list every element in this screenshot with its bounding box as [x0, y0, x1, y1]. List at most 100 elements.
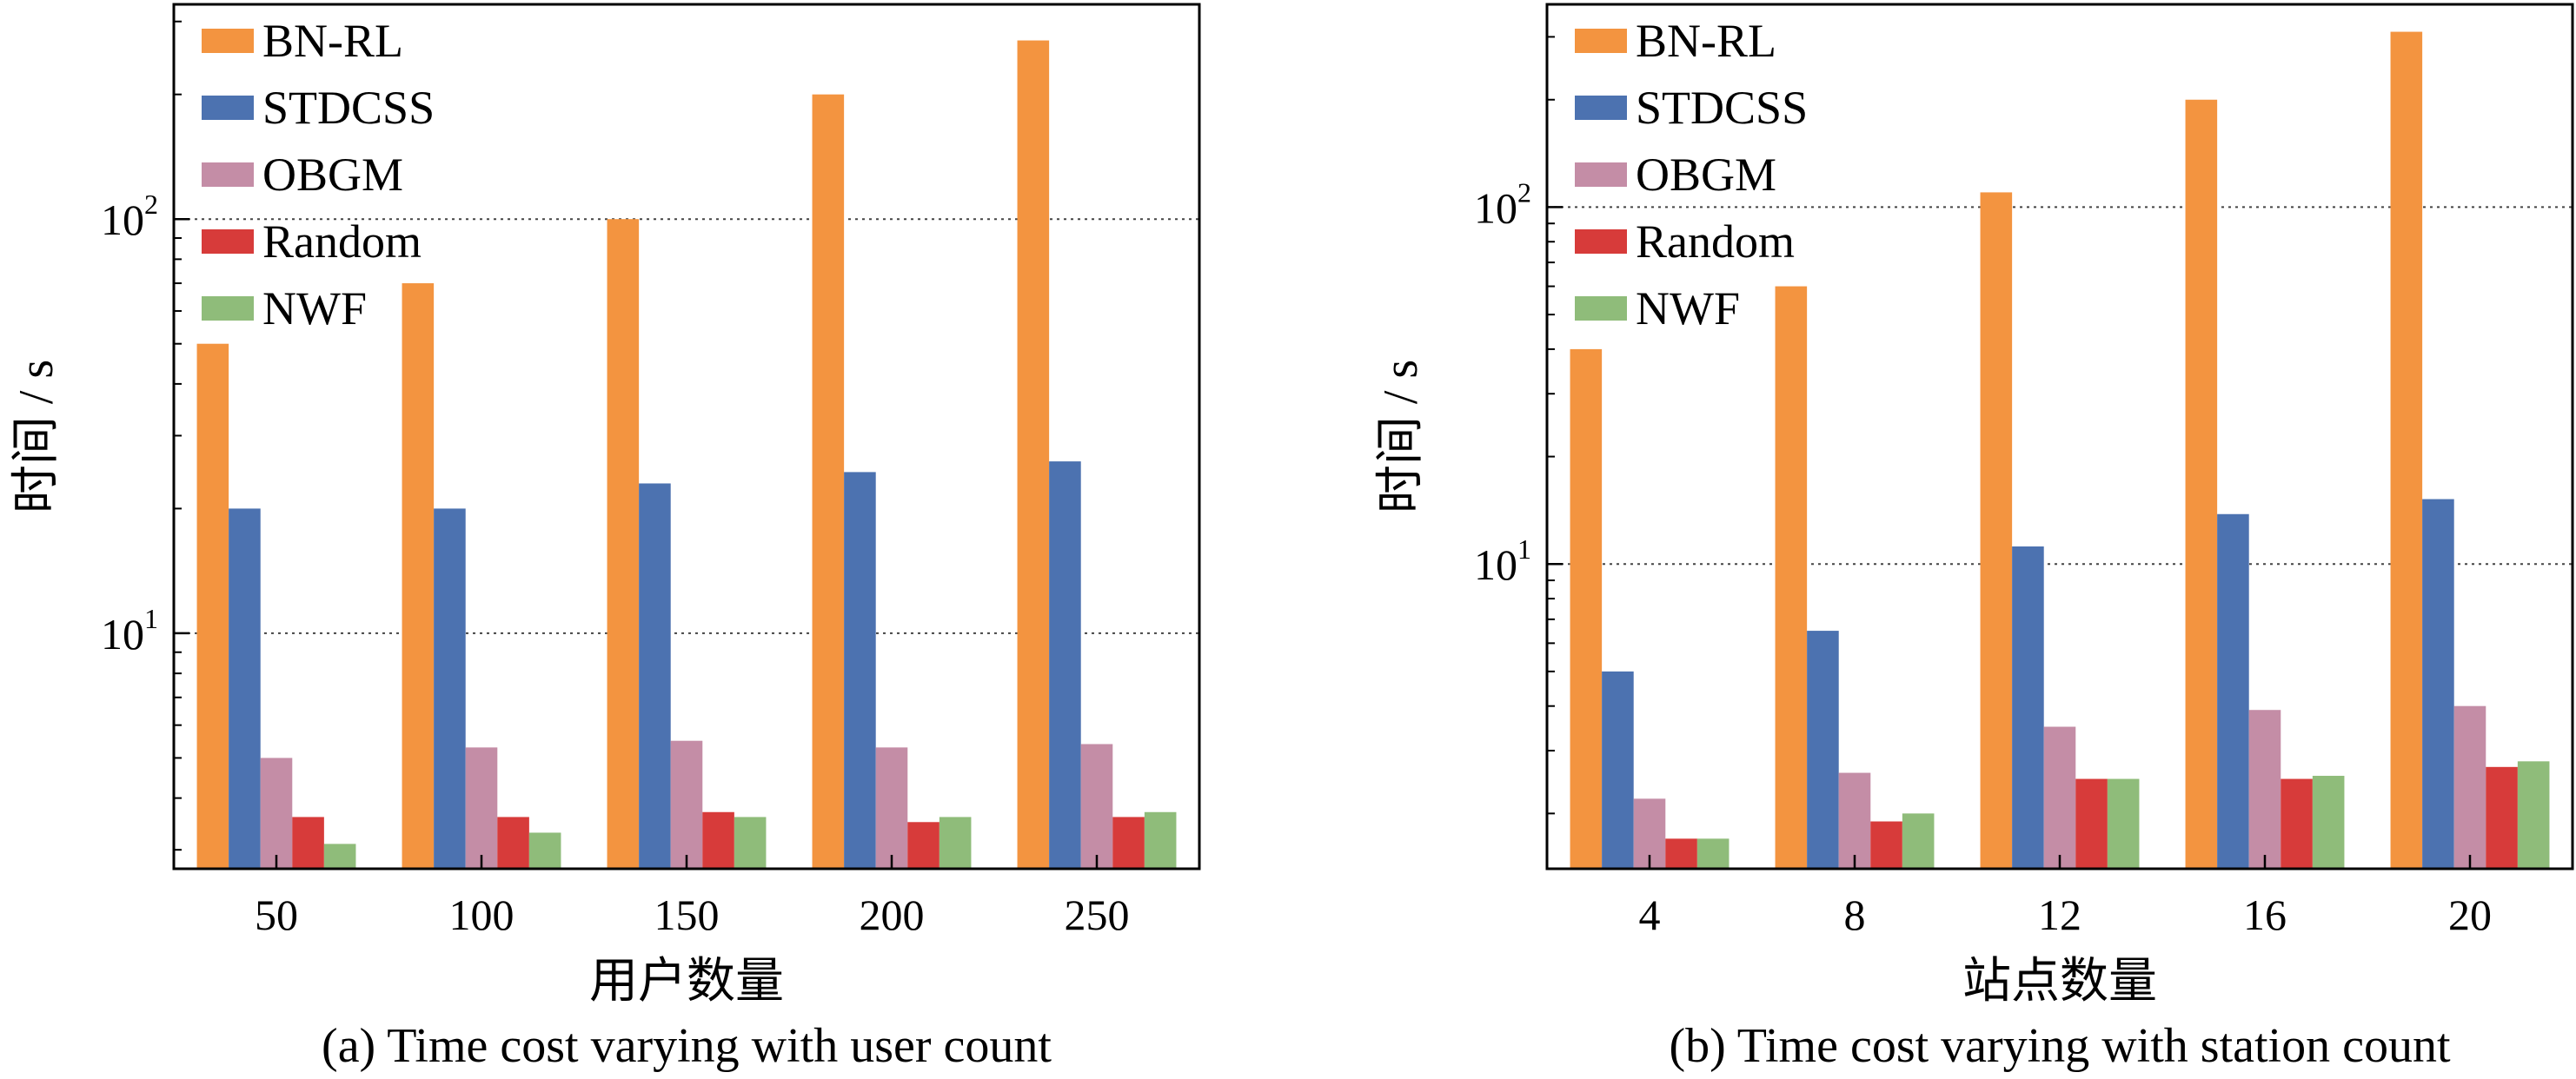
- y-tick-exponent: 1: [144, 603, 158, 634]
- bar-bn-rl-4: [1570, 348, 1603, 869]
- x-tick-label: 200: [860, 890, 925, 939]
- legend-swatch-nwf: [202, 296, 254, 321]
- bar-stdcss-20: [2422, 499, 2454, 869]
- bar-random-250: [1112, 817, 1145, 869]
- bar-random-8: [1870, 821, 1902, 869]
- bar-nwf-150: [734, 817, 767, 869]
- y-tick-base: 10: [101, 610, 144, 659]
- y-tick-base: 10: [1474, 183, 1517, 232]
- x-tick-label: 50: [255, 890, 298, 939]
- legend-label-obgm: OBGM: [262, 149, 403, 201]
- x-tick-label: 150: [654, 890, 720, 939]
- x-tick-label: 8: [1844, 890, 1866, 939]
- bar-nwf-250: [1144, 811, 1177, 869]
- chart-caption: (b) Time cost varying with station count: [1669, 1019, 2451, 1073]
- bar-stdcss-4: [1602, 671, 1634, 869]
- x-tick-label: 250: [1065, 890, 1130, 939]
- y-tick-exponent: 1: [1517, 533, 1531, 565]
- bar-bn-rl-250: [1017, 40, 1050, 869]
- bar-obgm-200: [875, 747, 908, 869]
- bar-obgm-16: [2248, 710, 2281, 869]
- x-axis-label: 用户数量: [589, 955, 784, 1009]
- bar-obgm-12: [2043, 726, 2076, 869]
- y-axis-label: 时间 / s: [10, 360, 63, 513]
- y-tick-label: 102: [101, 189, 158, 244]
- bar-bn-rl-16: [2185, 99, 2218, 869]
- bar-random-150: [702, 811, 734, 869]
- legend-label-stdcss: STDCSS: [262, 82, 435, 134]
- bar-stdcss-8: [1807, 631, 1839, 869]
- bar-bn-rl-50: [196, 343, 229, 870]
- bar-obgm-20: [2453, 705, 2486, 869]
- bar-random-4: [1665, 838, 1697, 869]
- y-tick-label: 102: [1474, 176, 1531, 232]
- bar-random-200: [907, 822, 939, 869]
- bar-stdcss-150: [639, 483, 671, 869]
- legend-label-nwf: NWF: [1636, 282, 1740, 334]
- bar-bn-rl-200: [812, 94, 845, 870]
- bar-obgm-100: [465, 747, 498, 869]
- x-tick-label: 20: [2448, 890, 2492, 939]
- bar-obgm-8: [1838, 772, 1871, 869]
- bar-bn-rl-20: [2390, 31, 2423, 869]
- x-tick-label: 16: [2243, 890, 2287, 939]
- legend-swatch-bn-rl: [202, 29, 254, 53]
- bar-stdcss-200: [844, 472, 876, 869]
- bar-random-12: [2075, 778, 2108, 869]
- bar-bn-rl-150: [607, 219, 640, 869]
- chart-caption: (a) Time cost varying with user count: [322, 1019, 1052, 1073]
- bar-nwf-8: [1902, 813, 1935, 869]
- bar-nwf-12: [2107, 778, 2140, 869]
- bar-random-100: [497, 817, 529, 869]
- legend-swatch-obgm: [1575, 162, 1627, 187]
- legend-label-random: Random: [1636, 215, 1795, 268]
- x-axis-label: 站点数量: [1962, 955, 2157, 1009]
- bar-random-16: [2281, 778, 2313, 869]
- bar-bn-rl-12: [1980, 192, 2013, 870]
- x-tick-label: 100: [449, 890, 515, 939]
- legend-label-bn-rl: BN-RL: [1636, 15, 1776, 67]
- y-tick-exponent: 2: [1517, 176, 1531, 208]
- legend-swatch-random: [1575, 229, 1627, 254]
- legend-swatch-stdcss: [202, 96, 254, 120]
- y-tick-label: 101: [1474, 533, 1531, 589]
- bar-nwf-200: [939, 817, 972, 869]
- x-tick-label: 4: [1639, 890, 1661, 939]
- bar-nwf-100: [528, 832, 561, 869]
- legend: BN-RL STDCSS OBGM Random NWF: [1575, 15, 1808, 334]
- bar-nwf-4: [1696, 838, 1730, 869]
- bar-stdcss-100: [434, 508, 466, 869]
- bar-stdcss-50: [229, 508, 261, 869]
- legend-swatch-bn-rl: [1575, 29, 1627, 53]
- legend-swatch-stdcss: [1575, 96, 1627, 120]
- y-tick-base: 10: [101, 195, 144, 244]
- legend-swatch-nwf: [1575, 296, 1627, 321]
- legend-label-random: Random: [262, 215, 422, 268]
- bar-obgm-150: [670, 740, 703, 869]
- y-tick-base: 10: [1474, 540, 1517, 589]
- bar-nwf-16: [2312, 776, 2345, 869]
- y-tick-label: 101: [101, 603, 158, 659]
- bar-stdcss-16: [2217, 513, 2249, 869]
- legend-swatch-obgm: [202, 162, 254, 187]
- legend-label-nwf: NWF: [262, 282, 367, 334]
- bar-nwf-20: [2517, 761, 2550, 869]
- bar-stdcss-250: [1049, 461, 1081, 869]
- y-axis-label: 时间 / s: [1374, 360, 1428, 513]
- bar-bn-rl-100: [402, 283, 435, 869]
- bar-bn-rl-8: [1775, 286, 1808, 869]
- bar-stdcss-12: [2012, 546, 2044, 869]
- y-tick-exponent: 2: [144, 189, 158, 220]
- bar-obgm-50: [260, 758, 293, 869]
- legend-swatch-random: [202, 229, 254, 254]
- legend-label-obgm: OBGM: [1636, 149, 1776, 201]
- legend: BN-RL STDCSS OBGM Random NWF: [202, 15, 435, 334]
- bar-nwf-50: [323, 844, 356, 869]
- x-tick-label: 12: [2038, 890, 2081, 939]
- bar-random-20: [2486, 766, 2518, 869]
- bar-obgm-250: [1080, 744, 1113, 869]
- legend-label-stdcss: STDCSS: [1636, 82, 1808, 134]
